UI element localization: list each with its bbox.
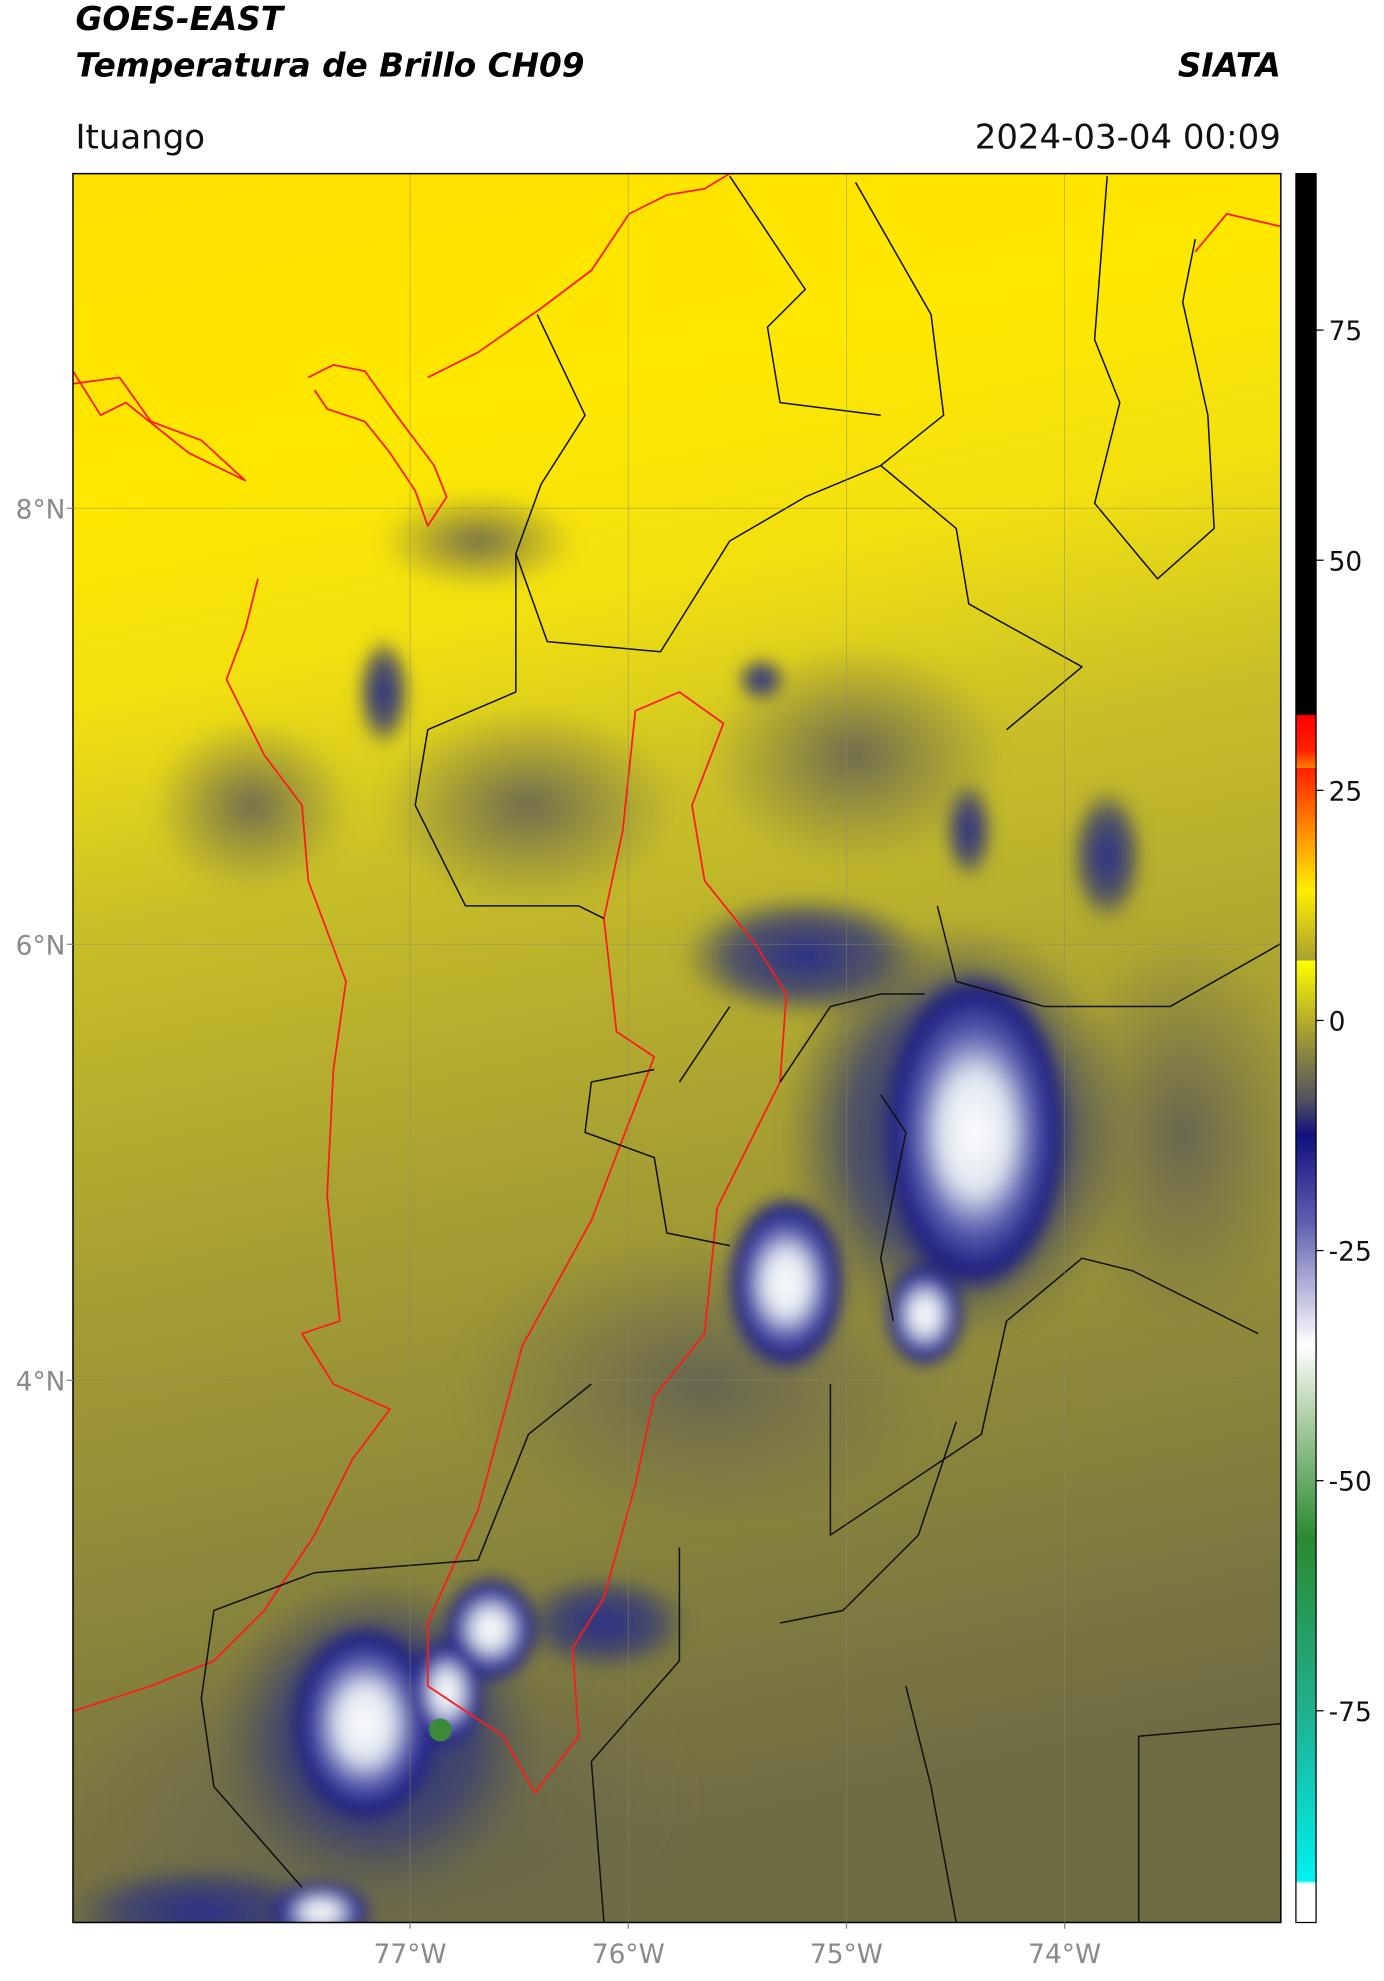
source: SIATA <box>1178 47 1281 85</box>
y-tick-label: 8°N <box>16 494 66 525</box>
x-tick-label: 75°W <box>810 1939 883 1970</box>
map-field <box>72 173 1281 1923</box>
border <box>779 905 1281 1322</box>
coastline <box>72 578 391 1712</box>
border <box>584 1006 731 1247</box>
coastline <box>1194 213 1281 253</box>
warm-spot <box>429 1718 452 1742</box>
border <box>779 1421 1281 1923</box>
coastline <box>427 173 731 379</box>
colorbar-tick-label: -75 <box>1329 1697 1372 1728</box>
x-tick-label: 76°W <box>592 1939 665 1970</box>
border <box>590 1257 1259 1923</box>
title: GOES-EAST <box>75 0 285 38</box>
colorbar-tick-label: 50 <box>1329 546 1363 577</box>
ituango-outline <box>426 691 788 1794</box>
colorbar <box>1295 172 1317 1924</box>
border <box>1093 176 1215 580</box>
map-frame <box>72 172 1282 1924</box>
x-tick-label: 74°W <box>1028 1939 1101 1970</box>
coastline <box>72 370 247 482</box>
datetime: 2024-03-04 00:09 <box>975 117 1281 157</box>
grid-layer <box>72 173 1281 1923</box>
y-tick-label: 6°N <box>16 930 66 961</box>
colorbar-tick-label: 25 <box>1329 776 1363 807</box>
coastline <box>307 363 448 527</box>
colorbar-tick-label: -50 <box>1329 1467 1372 1498</box>
y-tick-label: 4°N <box>16 1366 66 1397</box>
colorbar-tick-label: 75 <box>1329 316 1363 347</box>
border <box>729 175 1083 731</box>
colorbar-tick-label: 0 <box>1329 1007 1346 1038</box>
border <box>515 182 945 653</box>
border <box>414 553 605 920</box>
tick-layer: 77°W 76°W 75°W 74°W 4°N 6°N 8°N -75 -50 -25 0 25 50 7… <box>16 316 1372 1970</box>
subtitle: Temperatura de Brillo CH09 <box>75 47 584 85</box>
colorbar-tick-label: -25 <box>1329 1237 1372 1268</box>
location: Ituango <box>75 117 205 157</box>
border <box>200 1383 592 1888</box>
x-tick-label: 77°W <box>374 1939 447 1970</box>
